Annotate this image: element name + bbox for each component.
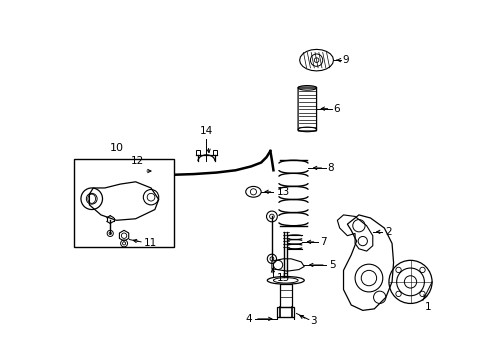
Text: 4: 4 — [245, 314, 252, 324]
Text: 8: 8 — [327, 163, 334, 173]
Text: 15: 15 — [276, 273, 290, 283]
Text: 10: 10 — [109, 143, 123, 153]
Text: 14: 14 — [200, 126, 213, 136]
Text: 12: 12 — [130, 156, 144, 166]
Text: 7: 7 — [319, 237, 326, 247]
Text: 13: 13 — [276, 187, 290, 197]
Text: 5: 5 — [329, 260, 336, 270]
Text: 1: 1 — [424, 302, 431, 311]
Text: 11: 11 — [144, 238, 157, 248]
FancyBboxPatch shape — [74, 159, 174, 247]
Text: 9: 9 — [343, 55, 349, 65]
Text: 2: 2 — [385, 227, 392, 237]
Text: 6: 6 — [334, 104, 340, 114]
Text: 3: 3 — [311, 316, 317, 326]
